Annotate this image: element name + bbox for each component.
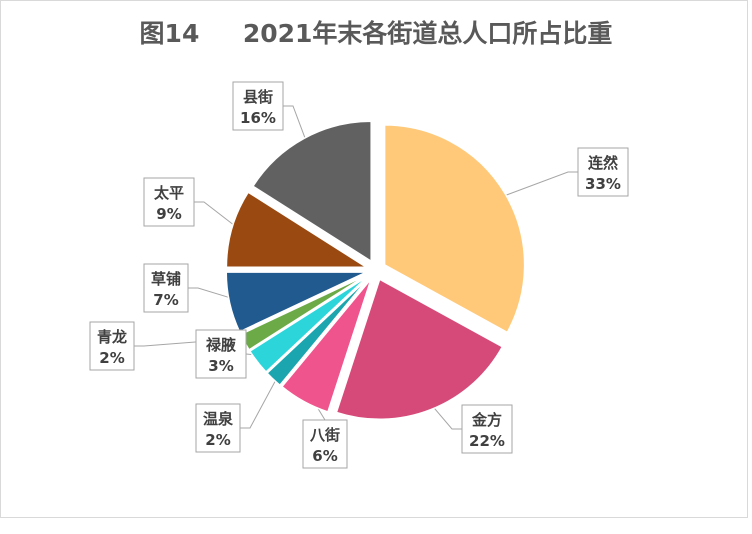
data-label-3: 八街 6% <box>302 419 348 469</box>
label-box <box>143 263 189 313</box>
leader-line-9 <box>283 105 309 148</box>
category-label: 温泉 <box>203 410 234 428</box>
data-label-7: 草铺 7% <box>143 263 189 313</box>
pie-slice-9 <box>251 120 372 263</box>
leader-line-1 <box>496 171 578 200</box>
pie-slice-5 <box>248 275 369 374</box>
value-label: 6% <box>312 447 337 465</box>
data-label-2: 金方 22% <box>461 404 513 454</box>
category-label: 青龙 <box>97 328 127 346</box>
pie-slice-2 <box>335 278 504 420</box>
category-label: 连然 <box>588 154 618 172</box>
category-label: 金方 <box>471 411 502 429</box>
value-label: 9% <box>156 205 181 223</box>
pie-slice-3 <box>280 278 372 413</box>
label-box <box>89 321 135 371</box>
category-label: 八街 <box>309 426 340 444</box>
pie-slice-4 <box>266 276 370 387</box>
category-label: 县街 <box>243 88 273 106</box>
category-label: 禄腋 <box>205 336 236 354</box>
leader-line-4 <box>240 371 281 429</box>
label-box <box>461 404 513 454</box>
leader-line-8 <box>194 201 242 232</box>
chart-title: 图14 2021年末各街道总人口所占比重 <box>139 19 613 48</box>
label-box <box>302 419 348 469</box>
value-label: 33% <box>585 175 621 193</box>
label-box <box>195 329 247 379</box>
data-label-1: 连然 33% <box>577 147 629 197</box>
category-label: 太平 <box>154 184 184 202</box>
pie-slice-8 <box>225 191 369 268</box>
value-label: 3% <box>208 357 233 375</box>
data-label-4: 温泉 2% <box>195 403 241 453</box>
label-box <box>195 403 241 453</box>
value-label: 16% <box>240 109 276 127</box>
leader-line-2 <box>427 400 462 430</box>
chart-frame <box>0 0 748 518</box>
data-label-9: 县街 16% <box>232 81 284 131</box>
label-box <box>577 147 629 197</box>
category-label: 草铺 <box>151 270 181 288</box>
value-label: 2% <box>99 349 124 367</box>
leader-line-7 <box>188 287 240 302</box>
data-label-5: 禄腋 3% <box>195 329 247 379</box>
pie-slice-1 <box>383 124 526 334</box>
value-label: 22% <box>469 432 505 450</box>
data-label-8: 太平 9% <box>143 177 195 227</box>
label-box <box>143 177 195 227</box>
label-box <box>232 81 284 131</box>
data-label-6: 青龙 2% <box>89 321 135 371</box>
value-label: 7% <box>153 291 178 309</box>
value-label: 2% <box>205 431 230 449</box>
